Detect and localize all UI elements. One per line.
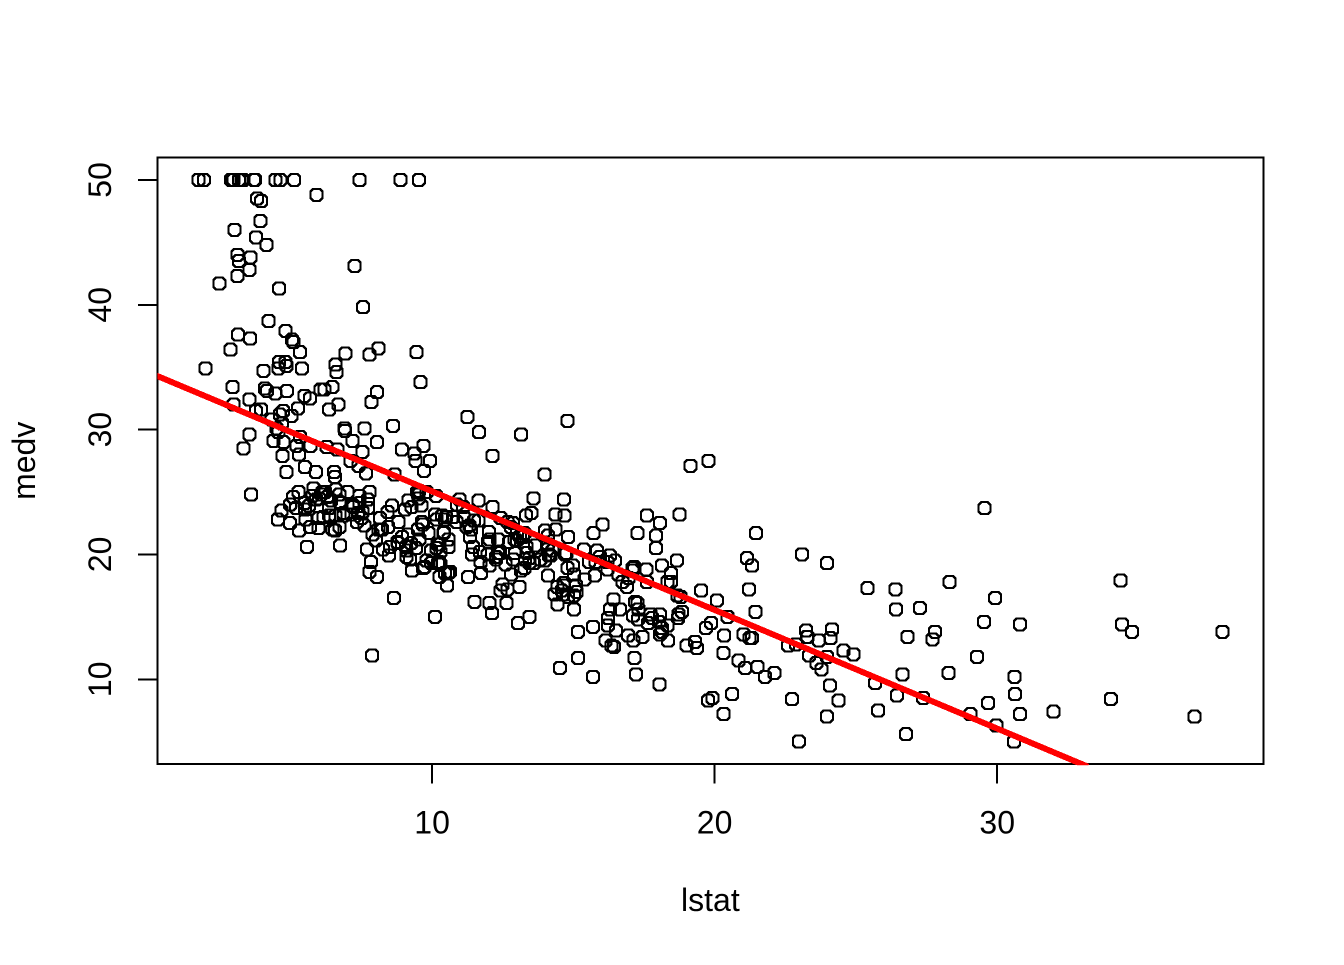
svg-text:30: 30 bbox=[82, 412, 118, 448]
svg-text:20: 20 bbox=[82, 537, 118, 573]
svg-text:20: 20 bbox=[697, 805, 733, 841]
svg-text:10: 10 bbox=[414, 805, 450, 841]
svg-text:10: 10 bbox=[82, 662, 118, 698]
svg-text:30: 30 bbox=[979, 805, 1015, 841]
svg-text:40: 40 bbox=[82, 287, 118, 323]
svg-text:50: 50 bbox=[82, 162, 118, 198]
svg-text:lstat: lstat bbox=[681, 882, 740, 918]
svg-text:medv: medv bbox=[6, 422, 42, 500]
